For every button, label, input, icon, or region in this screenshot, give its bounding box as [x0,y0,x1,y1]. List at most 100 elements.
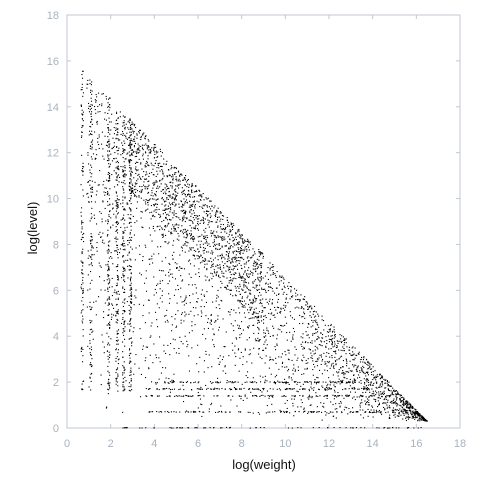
data-point [352,359,354,361]
data-point [382,402,384,404]
data-point [130,128,132,130]
data-point [314,333,316,335]
data-point [115,348,117,350]
data-point [239,334,241,336]
data-point [187,395,189,397]
data-point [400,397,402,399]
data-point [106,324,108,326]
data-point [128,251,130,253]
data-point [222,275,224,277]
data-point [166,198,168,200]
data-point [274,382,276,384]
data-point [339,356,341,358]
data-point [246,275,248,277]
data-point [129,167,131,169]
data-point [153,343,155,345]
data-point [107,381,109,383]
data-point [153,205,155,207]
data-point [107,156,109,158]
data-point [384,382,386,384]
data-point [165,217,167,219]
data-point [399,408,401,410]
data-point [109,176,111,178]
data-point [165,189,167,191]
data-point [107,136,109,138]
data-point [240,236,242,238]
x-tick-label: 2 [108,438,114,450]
data-point [263,427,265,429]
data-point [213,207,215,209]
plot-frame [66,14,461,429]
data-point [175,191,177,193]
data-point [174,190,176,192]
data-point [107,172,109,174]
data-point [381,382,383,384]
data-point [335,417,337,419]
data-point [206,235,208,237]
data-point [189,196,191,198]
data-point [207,197,209,199]
data-point [122,356,124,358]
data-point [183,320,185,322]
data-point [273,266,275,268]
data-point [350,391,352,393]
data-point [109,324,111,326]
data-point [129,192,131,194]
data-point [311,355,313,357]
data-point [112,137,114,139]
data-point [259,356,261,358]
data-point [94,99,96,101]
data-point [119,252,121,254]
data-point [165,234,167,236]
data-point [384,409,386,411]
data-point [368,399,370,401]
data-point [123,366,125,368]
data-point [168,262,170,264]
data-point [122,131,124,133]
data-point [328,387,330,389]
data-point [91,90,93,92]
data-point [197,314,199,316]
data-point [220,280,222,282]
data-point [406,400,408,402]
data-point [328,328,330,330]
data-point [135,127,137,129]
data-point [122,217,124,219]
data-point [203,294,205,296]
data-point [332,404,334,406]
data-point [175,176,177,178]
data-point [119,176,121,178]
data-point [305,304,307,306]
data-point [306,367,308,369]
data-point [227,395,229,397]
data-point [126,202,128,204]
data-point [137,161,139,163]
data-point [115,321,117,323]
data-point [108,257,110,259]
data-point [124,208,126,210]
data-point [326,343,328,345]
data-point [175,204,177,206]
data-point [215,300,217,302]
data-point [376,374,378,376]
data-point [226,217,228,219]
data-point [379,373,381,375]
data-point [410,406,412,408]
data-point [378,402,380,404]
data-point [313,387,315,389]
data-point [200,254,202,256]
data-point [312,321,314,323]
data-point [316,338,318,340]
data-point [109,150,111,152]
data-point [345,427,347,429]
data-point [320,340,322,342]
data-point [314,310,316,312]
data-point [145,143,147,145]
data-point [149,354,151,356]
data-point [164,208,166,210]
data-point [353,411,355,413]
data-point [104,112,106,114]
data-point [124,167,126,169]
data-point [101,93,103,95]
data-point [289,285,291,287]
